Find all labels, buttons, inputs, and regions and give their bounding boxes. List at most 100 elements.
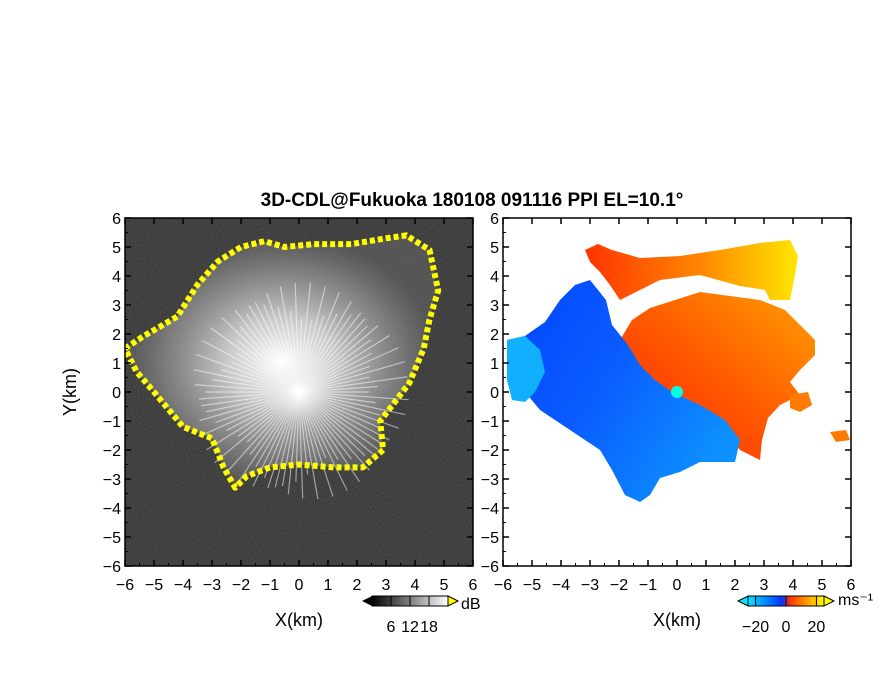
- echo-ray: [298, 291, 340, 393]
- echo-ray: [195, 354, 300, 393]
- echo-ray: [298, 391, 366, 457]
- approaching-west-region: [507, 280, 740, 502]
- x-tick-label: 3: [760, 577, 769, 594]
- echo-ray: [298, 313, 338, 393]
- x-tick-label: 1: [324, 577, 333, 594]
- echo-ray: [225, 391, 300, 474]
- echo-ray: [245, 313, 300, 393]
- reflectivity-ticks: −6 −5 −4 −3 −2 −1 0 1 2 3 4 5 6 −6 −5 −4 −3 −2 −1 0 1 2 3 4 5 6: [103, 211, 478, 594]
- velocity-colorbar: ms⁻¹ −20 0 20: [736, 592, 873, 636]
- x-tick-label: −4: [174, 577, 192, 594]
- colorbar-ticks: 6 12 18: [387, 596, 438, 636]
- y-tick-label: 0: [112, 385, 121, 402]
- receding-east-region: [620, 292, 815, 460]
- receding-edge-east: [830, 430, 850, 442]
- colorbar-tick-label: 12: [401, 619, 419, 636]
- y-tick-label: −2: [481, 443, 499, 460]
- echo-ray: [298, 376, 408, 393]
- velocity-panel: −6 −5 −4 −3 −2 −1 0 1 2 3 4 5 6 −6 −5 −4 −3 −2 −1 0 1 2 3 4 5 6 X…: [481, 211, 856, 630]
- colorbar-ticks: −20 0 20: [742, 596, 825, 636]
- x-tick-label: −2: [232, 577, 250, 594]
- echo-ray: [234, 309, 300, 393]
- y-tick-label: −4: [481, 501, 499, 518]
- echo-ray: [298, 339, 372, 393]
- echo-ray: [236, 339, 300, 393]
- echo-ray: [248, 305, 300, 393]
- colorbar-unit: dB: [461, 596, 481, 613]
- y-tick-label: 2: [112, 327, 121, 344]
- y-tick-label: 4: [112, 269, 121, 286]
- x-tick-label: 0: [673, 577, 682, 594]
- radar-site-marker: [671, 386, 683, 398]
- echo-ray: [235, 352, 300, 393]
- x-tick-label: −1: [261, 577, 279, 594]
- echo-ray: [200, 391, 300, 407]
- y-tick-label: 0: [490, 385, 499, 402]
- figure-title: 3D-CDL@Fukuoka 180108 091116 PPI EL=10.1…: [261, 190, 684, 211]
- echo-ray: [298, 347, 399, 393]
- echo-ray: [298, 391, 383, 430]
- x-tick-label: 2: [731, 577, 740, 594]
- echo-ray: [221, 317, 300, 393]
- x-tick-label: −2: [610, 577, 628, 594]
- x-tick-label: 0: [295, 577, 304, 594]
- x-tick-label: 4: [411, 577, 420, 594]
- echo-ray: [199, 391, 300, 400]
- echo-ray: [298, 301, 352, 393]
- y-tick-label: −4: [103, 501, 121, 518]
- colorbar-tick-label: −20: [742, 619, 769, 636]
- colorbar-tick-label: 6: [387, 619, 396, 636]
- y-tick-label: 3: [490, 298, 499, 315]
- echo-ray: [298, 385, 378, 393]
- reflectivity-image: [125, 218, 473, 566]
- y-tick-label: −6: [103, 559, 121, 576]
- echo-ray: [298, 376, 370, 393]
- colorbar-tick-label: 20: [808, 619, 826, 636]
- y-tick-label: 5: [490, 240, 499, 257]
- x-tick-label: 6: [469, 577, 478, 594]
- velocity-ticks: −6 −5 −4 −3 −2 −1 0 1 2 3 4 5 6 −6 −5 −4 −3 −2 −1 0 1 2 3 4 5 6: [481, 211, 856, 594]
- x-tick-label: 2: [353, 577, 362, 594]
- echo-ray: [298, 315, 325, 393]
- reflectivity-panel: −6 −5 −4 −3 −2 −1 0 1 2 3 4 5 6 −6 −5 −4 −3 −2 −1 0 1 2 3 4 5 6 X…: [60, 211, 478, 630]
- y-tick-label: 6: [490, 211, 499, 228]
- echo-ray: [277, 306, 300, 393]
- reflectivity-colorbar: dB 6 12 18: [362, 595, 481, 636]
- echo-ray: [298, 391, 319, 467]
- echo-ray: [214, 391, 300, 464]
- y-tick-label: −3: [103, 472, 121, 489]
- echo-ray: [246, 391, 300, 443]
- echo-ray: [237, 391, 300, 437]
- receding-top-arc: [585, 240, 798, 300]
- echo-ray: [215, 391, 300, 423]
- echo-ray: [231, 361, 300, 393]
- y-tick-label: −1: [481, 414, 499, 431]
- echo-ray: [298, 325, 368, 393]
- echo-ray: [212, 379, 300, 393]
- echo-ray: [298, 391, 327, 459]
- echo-ray: [255, 391, 300, 467]
- x-tick-label: −5: [523, 577, 541, 594]
- echo-ray: [298, 391, 348, 491]
- x-tick-label: −5: [145, 577, 163, 594]
- echo-ray: [298, 314, 352, 393]
- echo-ray: [298, 361, 405, 393]
- echo-ray: [221, 369, 300, 393]
- y-tick-label: −5: [103, 530, 121, 547]
- echo-ray: [201, 391, 300, 437]
- echo-ray: [298, 365, 371, 393]
- echo-ray: [287, 391, 300, 495]
- echo-ray: [298, 391, 406, 416]
- echo-ray: [298, 391, 378, 458]
- y-tick-label: −2: [103, 443, 121, 460]
- echo-ray: [201, 339, 300, 393]
- echo-ray: [266, 293, 300, 393]
- echo-ray: [199, 391, 300, 422]
- echo-ray: [239, 326, 300, 393]
- echo-ray: [238, 391, 300, 482]
- echo-ray: [298, 391, 379, 450]
- approaching-west-edge: [507, 336, 545, 402]
- y-tick-label: −6: [481, 559, 499, 576]
- echo-ray: [298, 285, 327, 393]
- x-tick-label: −6: [116, 577, 134, 594]
